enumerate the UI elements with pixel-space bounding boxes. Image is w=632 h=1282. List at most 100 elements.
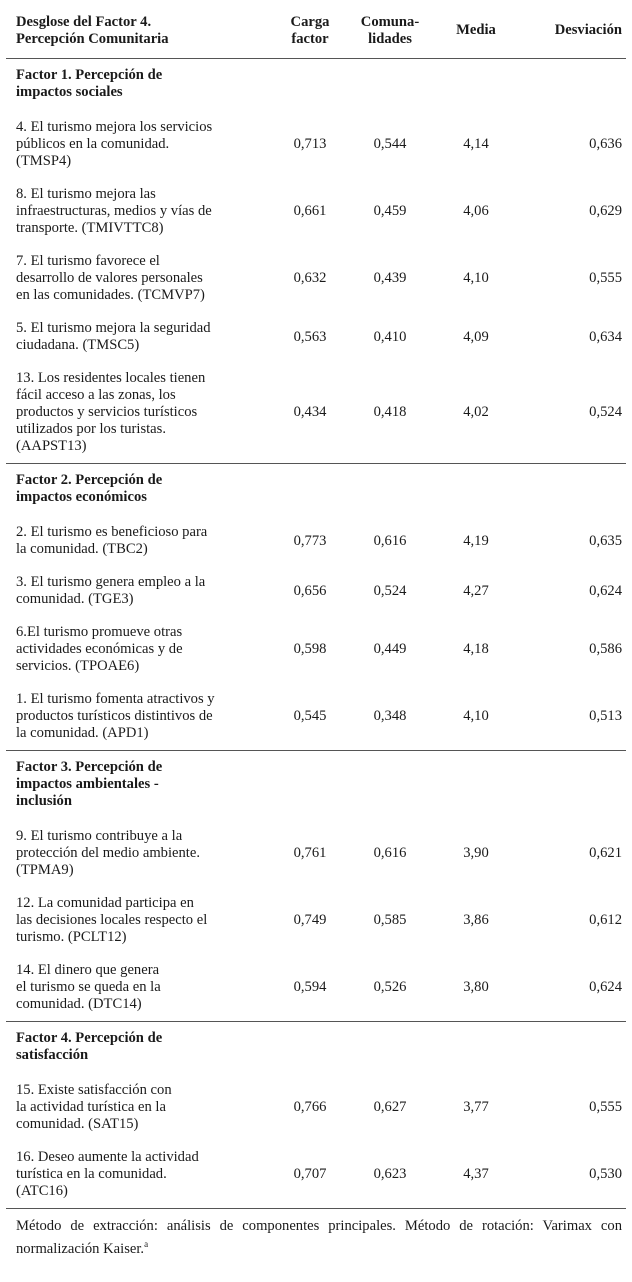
item-comunalidad: 0,449 <box>373 641 407 657</box>
item-desviacion: 0,586 <box>589 641 622 657</box>
item-desviacion: 0,555 <box>589 270 622 286</box>
header-media: Media <box>436 0 516 59</box>
item-carga: 0,598 <box>293 641 327 657</box>
item-comunalidad: 0,616 <box>373 845 407 861</box>
item-media: 4,18 <box>463 641 489 657</box>
item-carga: 0,563 <box>293 328 327 345</box>
item-comunalidad: 0,439 <box>373 270 407 286</box>
factor-row: Factor 4. Percepción de satisfacción <box>6 1021 626 1082</box>
item-desviacion: 0,636 <box>589 136 622 152</box>
factor-table: Desglose del Factor 4. Percepción Comuni… <box>6 0 626 1258</box>
item-text: 13. Los residentes locales tienen fácil a… <box>16 370 206 454</box>
item-carga: 0,656 <box>293 582 327 599</box>
item-desviacion: 0,530 <box>589 1166 622 1182</box>
item-text: 5. El turismo mejora la seguridad ciudada… <box>16 320 211 353</box>
factor-title: Factor 1. Percepción de impactos sociales <box>16 67 163 100</box>
item-media: 3,77 <box>463 1099 489 1115</box>
item-desviacion: 0,624 <box>589 979 622 995</box>
header-desviacion: Desviación <box>516 0 626 59</box>
item-text: 6.El turismo promueve otras actividades e… <box>16 624 183 674</box>
item-text: 8. El turismo mejora las infraestructuras… <box>16 186 212 236</box>
header-comunalidades: Comuna- lidades <box>344 0 436 59</box>
item-comunalidad: 0,410 <box>373 328 407 345</box>
item-comunalidad: 0,348 <box>373 708 407 724</box>
table-row: 12. La comunidad participa en las decisio… <box>6 895 626 962</box>
item-carga: 0,713 <box>293 136 327 152</box>
table-row: 15. Existe satisfacción con la actividad … <box>6 1082 626 1149</box>
item-media: 3,90 <box>463 845 489 861</box>
item-media: 4,37 <box>463 1166 489 1182</box>
item-media: 4,10 <box>463 270 489 286</box>
item-desviacion: 0,524 <box>589 404 622 420</box>
item-carga: 0,761 <box>293 845 327 861</box>
table-header-row: Desglose del Factor 4. Percepción Comuni… <box>6 0 626 59</box>
item-desviacion: 0,621 <box>589 845 622 861</box>
factor-title: Factor 2. Percepción de impactos económic… <box>6 463 626 524</box>
table-row: 1. El turismo fomenta atractivos y produc… <box>6 691 626 751</box>
item-comunalidad: 0,544 <box>373 136 407 152</box>
item-media: 4,10 <box>463 708 489 724</box>
factor-row: Factor 3. Percepción de impactos ambienta… <box>6 750 626 828</box>
item-text: 12. La comunidad participa en las decisio… <box>16 895 208 945</box>
item-text: 1. El turismo fomenta atractivos y produc… <box>16 691 215 741</box>
table-row: 9. El turismo contribuye a la protección … <box>6 828 626 895</box>
table-row: 2. El turismo es beneficioso para la comu… <box>6 524 626 574</box>
table-row: 5. El turismo mejora la seguridad ciudada… <box>6 320 626 370</box>
table-body: Factor 1. Percepción de impactos sociales… <box>6 59 626 1209</box>
header-item: Desglose del Factor 4. Percepción Comuni… <box>6 0 276 59</box>
item-carga: 0,749 <box>293 912 327 928</box>
item-desviacion: 0,635 <box>589 532 622 549</box>
item-comunalidad: 0,524 <box>373 582 407 599</box>
table-note-row: Método de extracción: análisis de compon… <box>6 1207 626 1258</box>
item-text: 3. El turismo genera empleo a la comunida… <box>16 574 206 607</box>
item-comunalidad: 0,623 <box>373 1166 407 1182</box>
item-text: 9. El turismo contribuye a la protección … <box>16 828 200 878</box>
item-comunalidad: 0,627 <box>373 1099 407 1115</box>
item-text: 16. Deseo aumente la actividad turística … <box>16 1149 199 1199</box>
table-row: 7. El turismo favorece el desarrollo de v… <box>6 253 626 320</box>
item-carga: 0,766 <box>293 1099 327 1115</box>
item-media: 4,14 <box>463 136 489 152</box>
table-note: Método de extracción: análisis de compon… <box>6 1207 626 1258</box>
item-desviacion: 0,555 <box>589 1099 622 1115</box>
item-carga: 0,773 <box>293 532 327 549</box>
item-media: 4,06 <box>463 203 489 219</box>
note-superscript: a <box>144 1239 149 1249</box>
table-row: 4. El turismo mejora los servicios públic… <box>6 119 626 186</box>
table-row: 14. El dinero que genera el turismo se qu… <box>6 962 626 1022</box>
item-text: 7. El turismo favorece el desarrollo de v… <box>16 253 205 303</box>
item-text: 14. El dinero que genera el turismo se qu… <box>16 962 161 1012</box>
item-desviacion: 0,513 <box>589 708 622 724</box>
table-row: 3. El turismo genera empleo a la comunida… <box>6 574 626 624</box>
item-carga: 0,632 <box>293 270 327 286</box>
item-media: 3,80 <box>463 979 489 995</box>
item-desviacion: 0,624 <box>589 582 622 599</box>
item-comunalidad: 0,418 <box>373 404 407 420</box>
factor-row: Factor 2. Percepción de impactos económic… <box>6 463 626 524</box>
table-row: 8. El turismo mejora las infraestructuras… <box>6 186 626 253</box>
item-desviacion: 0,612 <box>589 912 622 928</box>
header-carga: Carga factor <box>276 0 344 59</box>
item-comunalidad: 0,459 <box>373 203 407 219</box>
item-comunalidad: 0,616 <box>373 532 407 549</box>
item-carga: 0,707 <box>293 1166 327 1182</box>
factor-title: Factor 3. Percepción de impactos ambienta… <box>6 750 626 828</box>
factor-row: Factor 1. Percepción de impactos sociales <box>6 59 626 120</box>
factor-title: Factor 4. Percepción de satisfacción <box>6 1021 626 1082</box>
item-desviacion: 0,634 <box>589 328 622 345</box>
item-media: 4,19 <box>463 532 489 549</box>
item-media: 3,86 <box>463 912 489 928</box>
item-text: 15. Existe satisfacción con la actividad … <box>16 1082 172 1132</box>
item-media: 4,27 <box>463 582 489 599</box>
item-media: 4,02 <box>463 404 489 420</box>
item-text: 4. El turismo mejora los servicios públic… <box>16 119 213 169</box>
item-desviacion: 0,629 <box>589 203 622 219</box>
table-row: 13. Los residentes locales tienen fácil a… <box>6 370 626 464</box>
item-comunalidad: 0,526 <box>373 979 407 995</box>
table-row: 6.El turismo promueve otras actividades e… <box>6 624 626 691</box>
item-text: 2. El turismo es beneficioso para la comu… <box>16 524 208 557</box>
item-carga: 0,434 <box>293 404 327 420</box>
table-row: 16. Deseo aumente la actividad turística … <box>6 1149 626 1209</box>
item-carga: 0,594 <box>293 979 327 995</box>
